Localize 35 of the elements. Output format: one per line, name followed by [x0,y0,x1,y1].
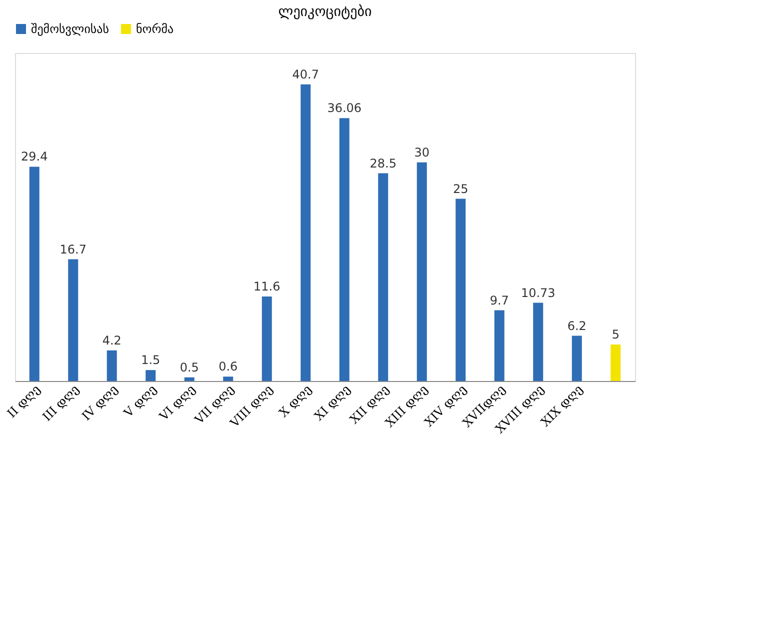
data-label: 16.7 [60,242,86,256]
data-label: 1.5 [141,353,160,368]
bar [494,310,504,381]
data-label: 29.4 [21,150,48,164]
bar [68,259,78,381]
bar [146,370,156,381]
data-label: 30 [414,145,430,160]
bar [456,198,466,381]
data-label: 10.73 [520,286,556,300]
bar [184,377,194,381]
bar [610,344,621,381]
data-label: 6.2 [567,318,586,333]
bar [262,296,272,381]
legend-label: ნორმა [136,22,174,36]
bar [416,162,427,381]
data-label: 40.7 [292,67,319,82]
data-label: 0.5 [180,360,199,374]
legend-label: შემოსვლისას [31,22,110,36]
bar [378,173,388,381]
data-label: 0.6 [218,360,238,374]
data-label: 4.2 [102,333,122,348]
data-label: 25 [452,182,468,196]
data-label: 5 [612,328,620,342]
bar [106,350,117,381]
chart-title: ლეიკოციტები [278,4,372,20]
bar [572,336,582,381]
bar [533,302,544,381]
data-label: 11.6 [254,279,280,294]
data-label: 28.5 [370,156,396,170]
bar [223,376,234,381]
data-label: 9.7 [490,293,509,308]
bar [339,118,350,381]
data-label: 36.06 [327,101,362,116]
bar [29,166,40,381]
bar [300,84,311,381]
